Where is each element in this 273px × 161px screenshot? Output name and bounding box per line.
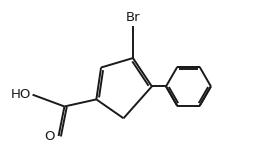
Text: HO: HO: [11, 88, 31, 101]
Text: O: O: [44, 129, 55, 142]
Text: Br: Br: [126, 11, 140, 24]
